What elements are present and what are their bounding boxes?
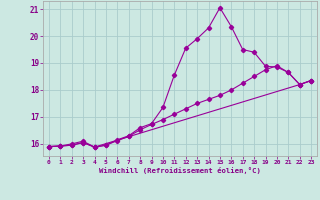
X-axis label: Windchill (Refroidissement éolien,°C): Windchill (Refroidissement éolien,°C)	[99, 167, 261, 174]
